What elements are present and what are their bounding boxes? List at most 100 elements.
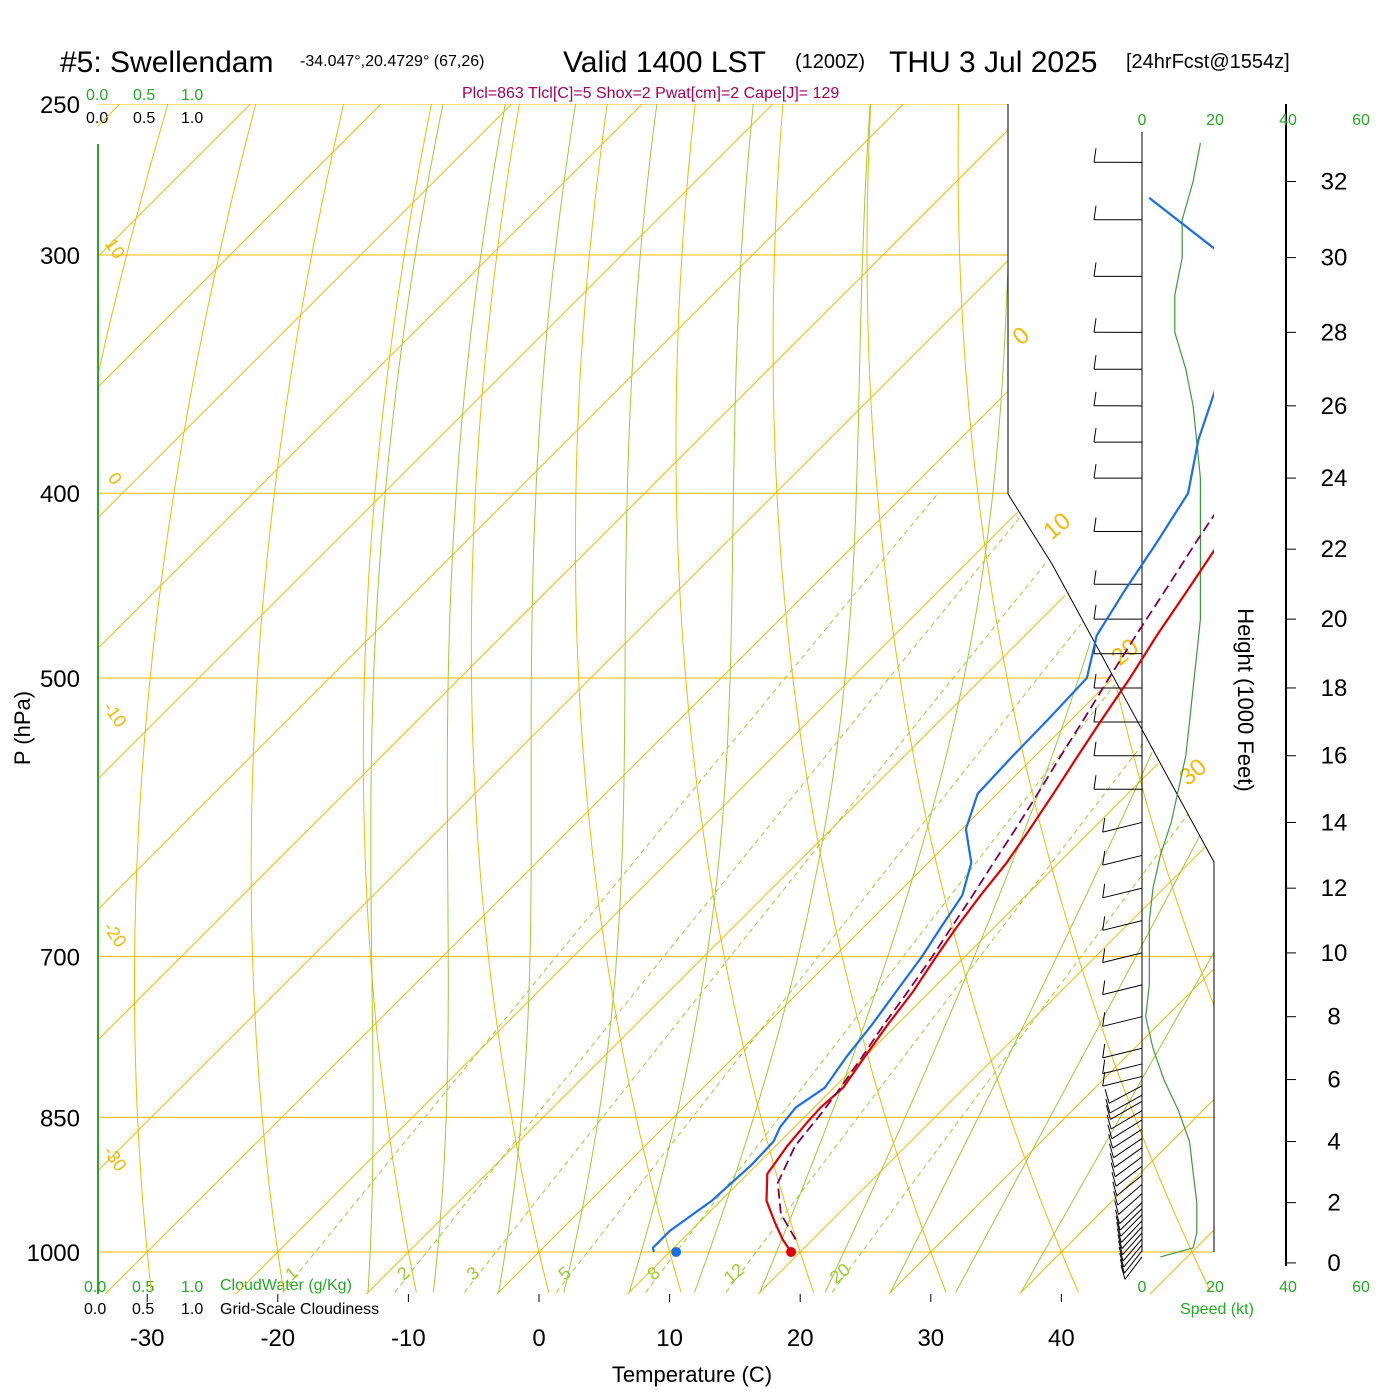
- height-tick-label: 24: [1321, 465, 1348, 492]
- wind-barb-flag: [1102, 980, 1106, 995]
- isotherm-line: [478, 104, 1214, 1294]
- wind-barb-flag: [1093, 355, 1097, 370]
- dry-adiabat-label: 0: [104, 469, 126, 489]
- isotherm-line: [98, 104, 1035, 1294]
- x-tick-label: 40: [1048, 1325, 1075, 1352]
- wind-barb: [1120, 1214, 1143, 1237]
- moist-adiabat: [628, 104, 754, 1293]
- height-tick-label: 28: [1321, 319, 1348, 346]
- mixing-ratio-line: [394, 492, 1040, 1293]
- wind-barb-flag: [1109, 1153, 1115, 1168]
- dry-adiabat: [1045, 104, 1214, 1293]
- mixing-ratio-label: 8: [643, 1263, 664, 1285]
- wind-barb: [1114, 1147, 1143, 1168]
- height-tick-label: 4: [1327, 1129, 1340, 1156]
- wind-barb-flag: [1093, 262, 1097, 277]
- wind-barb: [1112, 1128, 1143, 1149]
- wind-barb: [1122, 1238, 1143, 1262]
- wind-barb: [1102, 920, 1143, 931]
- wind-barb: [1123, 1244, 1143, 1268]
- wind-barb: [1113, 1138, 1143, 1159]
- wind-barb-flag: [1093, 428, 1097, 443]
- wind-barb: [1118, 1193, 1143, 1215]
- surface-temperature-marker: [786, 1247, 797, 1257]
- isotherm-line: [609, 104, 1214, 1294]
- wind-barb: [1124, 1256, 1143, 1280]
- moist-adiabat: [824, 104, 1188, 1293]
- thermo-grid: [98, 104, 1214, 1294]
- wind-speed-profile: [1145, 142, 1201, 1258]
- height-axis-title: Height (1000 Feet): [1233, 608, 1258, 791]
- dry-adiabat: [470, 104, 550, 1293]
- isotherm-line: [348, 104, 1214, 1294]
- isotherm-line: [739, 104, 1214, 1294]
- wind-barb-flag: [1118, 1240, 1123, 1255]
- wind-barb-flag: [1102, 1043, 1106, 1058]
- wind-barb-flag: [1093, 673, 1097, 689]
- height-tick-label: 32: [1321, 169, 1348, 196]
- wind-barb-flag: [1102, 818, 1106, 833]
- cloud-scale-bottom-black-2: 1.0: [181, 1301, 203, 1318]
- wind-barb: [1109, 1094, 1143, 1114]
- moist-adiabat: [889, 104, 1214, 1293]
- wind-barb: [1119, 1202, 1143, 1225]
- dry-adiabat: [675, 104, 815, 1293]
- wind-barbs: [1093, 148, 1143, 1280]
- wind-barb: [1121, 1226, 1143, 1249]
- wind-barb: [1102, 1063, 1143, 1075]
- dry-adiabat-label: -20: [99, 918, 130, 951]
- isotherm-line: [98, 104, 643, 1294]
- wind-barb: [1102, 984, 1143, 996]
- x-tick-label: 10: [656, 1325, 683, 1352]
- mixing-ratio-label: 20: [826, 1259, 854, 1287]
- cloud-scale-top-black-0: 0.0: [86, 110, 108, 127]
- x-tick-label: -10: [391, 1325, 426, 1352]
- cloudiness-label: Grid-Scale Cloudiness: [220, 1301, 379, 1318]
- wind-barb: [1117, 1184, 1143, 1206]
- isotherm-line: [870, 104, 1214, 1294]
- wind-barb-flag: [1106, 1114, 1112, 1130]
- cloud-scale-top-green-2: 1.0: [181, 87, 203, 104]
- wind-barb: [1110, 1110, 1143, 1130]
- isotherm-line: [98, 104, 512, 1294]
- wind-barb-flag: [1102, 1059, 1106, 1074]
- mixing-ratio-line: [645, 492, 1214, 1293]
- wind-barb: [1108, 1085, 1143, 1104]
- wind-barb-flag: [1115, 1215, 1121, 1231]
- wind-barb: [1119, 1208, 1143, 1231]
- dry-adiabat-label: 10: [101, 235, 129, 263]
- wind-barb: [1102, 1016, 1143, 1027]
- wind-barb: [1102, 1047, 1143, 1059]
- pressure-tick-label: 850: [40, 1105, 80, 1132]
- x-tick-label: -30: [130, 1325, 165, 1352]
- wind-barb-flag: [1102, 883, 1106, 898]
- wind-barb: [1110, 1100, 1143, 1120]
- wind-barb-flag: [1093, 707, 1097, 723]
- height-tick-label: 30: [1321, 245, 1348, 272]
- wind-barb-flag: [1111, 1172, 1117, 1187]
- dry-adiabat: [98, 104, 179, 1293]
- x-tick-label: -20: [260, 1325, 295, 1352]
- wind-barb-flag: [1108, 1134, 1114, 1149]
- x-tick-label: 20: [787, 1325, 814, 1352]
- height-tick-label: 8: [1327, 1004, 1340, 1031]
- wind-barb: [1116, 1174, 1143, 1197]
- wind-barb-flag: [1093, 517, 1097, 532]
- wind-barb: [1102, 952, 1143, 963]
- forecast-date: THU 3 Jul 2025: [889, 46, 1097, 79]
- cloud-scale-top-green-0: 0.0: [86, 87, 108, 104]
- station-title: #5: Swellendam: [60, 46, 273, 79]
- speed-tick-top: 40: [1279, 112, 1297, 129]
- height-tick-label: 16: [1321, 743, 1348, 770]
- wind-barb-flag: [1102, 851, 1106, 866]
- station-coords: -34.047°,20.4729° (67,26): [300, 53, 484, 70]
- height-tick-label: 26: [1321, 393, 1348, 420]
- wind-barb-flag: [1110, 1162, 1116, 1177]
- wind-barb: [1114, 1156, 1143, 1178]
- plot-border-diagonal: [1007, 493, 1215, 1252]
- mixing-ratio-line: [282, 492, 939, 1293]
- cloud-scale-bottom: 0.0 0.5 1.0 CloudWater (g/Kg) 0.0 0.5 1.…: [84, 1277, 379, 1318]
- dry-adiabat: [575, 104, 682, 1293]
- wind-barb-flag: [1093, 570, 1097, 585]
